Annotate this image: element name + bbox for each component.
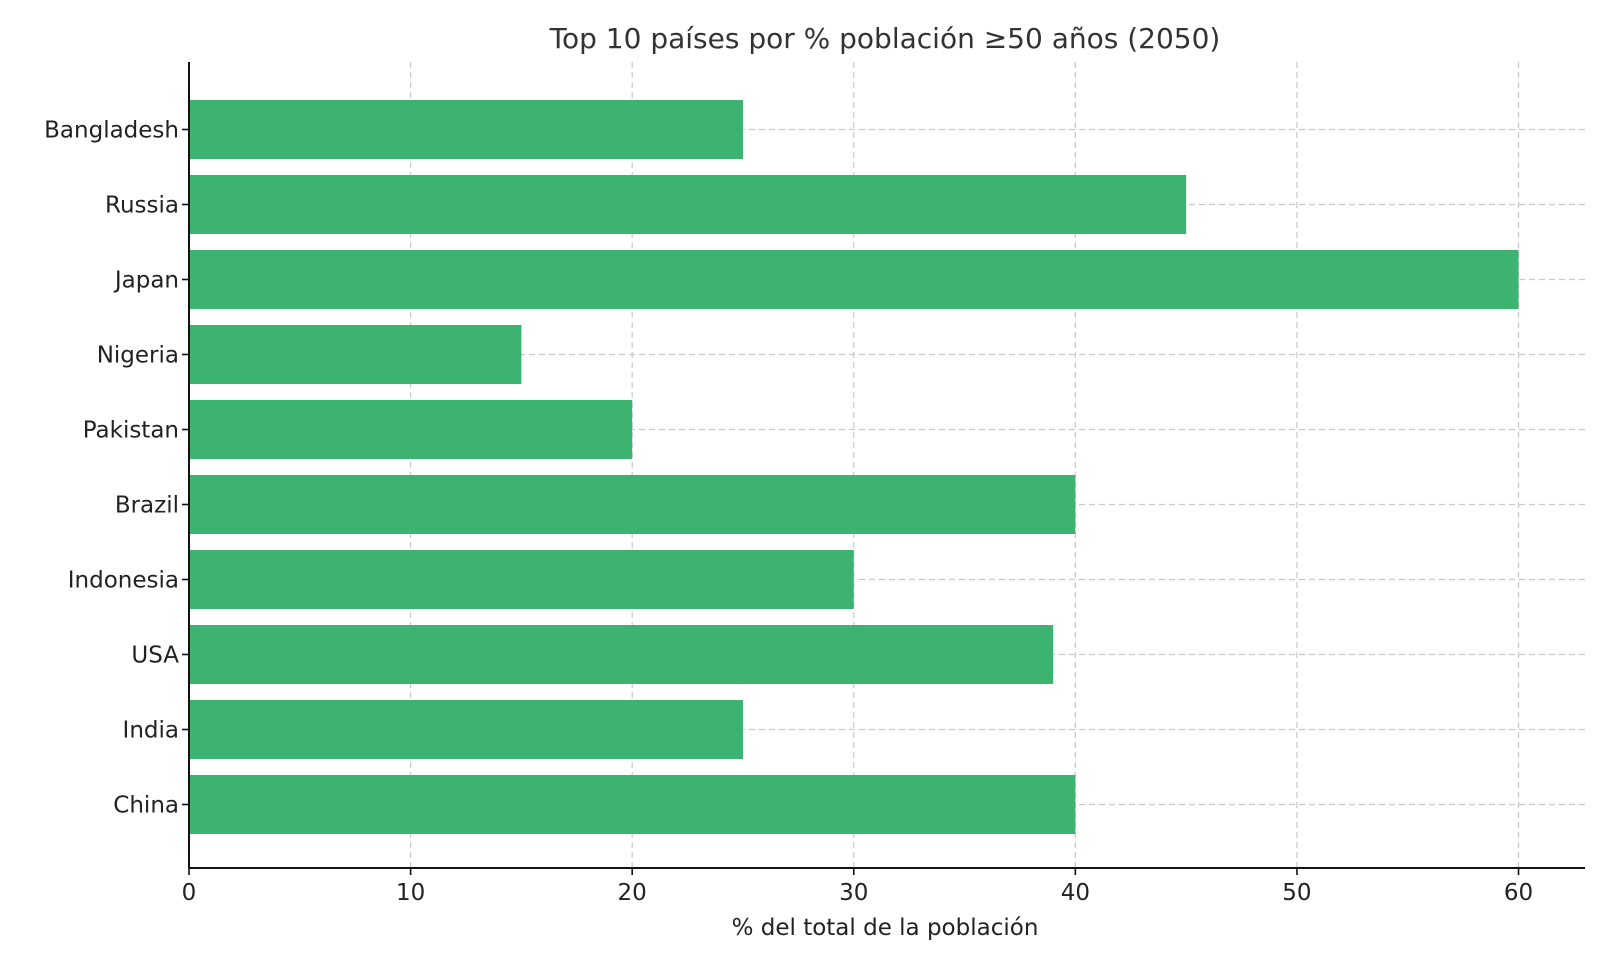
y-tick-label-india: India [123,718,179,744]
chart-title: Top 10 países por % población ≥50 años (… [549,22,1221,55]
y-tick-label-indonesia: Indonesia [68,568,179,594]
y-tick-label-brazil: Brazil [115,493,179,519]
axes [182,62,1585,875]
bar-pakistan [189,400,633,459]
y-tick-label-russia: Russia [105,193,179,219]
bar-nigeria [189,325,522,384]
bar-usa [189,625,1054,684]
bar-china [189,775,1076,834]
y-tick-label-pakistan: Pakistan [83,418,179,444]
bar-russia [189,175,1187,234]
y-tick-label-china: China [113,793,179,819]
x-tick-label: 30 [839,880,868,906]
bar-indonesia [189,550,854,609]
x-tick-label: 50 [1282,880,1311,906]
x-tick-label: 10 [396,880,425,906]
tick-labels: 0 10 20 30 40 50 60 Bangladesh Russia Japan Nigeri… [44,118,1533,907]
bar-india [189,700,743,759]
x-tick-label: 60 [1504,880,1533,906]
x-tick-label: 0 [182,880,197,906]
y-tick-label-nigeria: Nigeria [97,343,179,369]
bar-japan [189,250,1519,309]
y-tick-label-bangladesh: Bangladesh [44,118,179,144]
bar-brazil [189,475,1076,534]
y-tick-label-usa: USA [131,643,179,669]
bars [189,100,1519,834]
x-tick-label: 40 [1061,880,1090,906]
bar-bangladesh [189,100,743,159]
x-tick-label: 20 [618,880,647,906]
x-axis-label: % del total de la población [732,915,1039,941]
y-tick-label-japan: Japan [113,268,179,294]
